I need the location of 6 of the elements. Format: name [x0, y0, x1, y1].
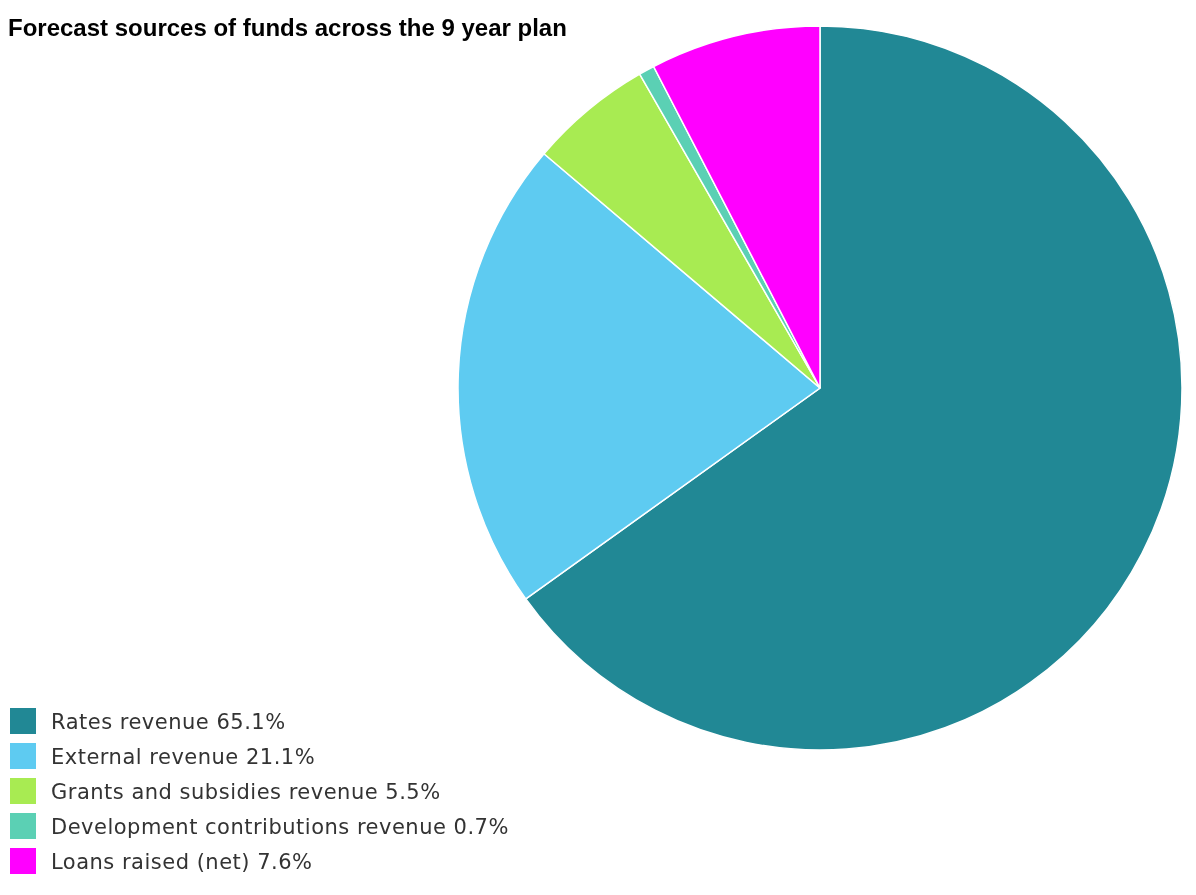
chart-title: Forecast sources of funds across the 9 year plan	[8, 14, 567, 41]
legend-label: Grants and subsidies revenue 5.5%	[51, 780, 441, 804]
legend-label: Development contributions revenue 0.7%	[51, 815, 509, 839]
legend-label: Loans raised (net) 7.6%	[51, 850, 313, 874]
legend-label: External revenue 21.1%	[51, 745, 316, 769]
legend-label: Rates revenue 65.1%	[51, 710, 286, 734]
